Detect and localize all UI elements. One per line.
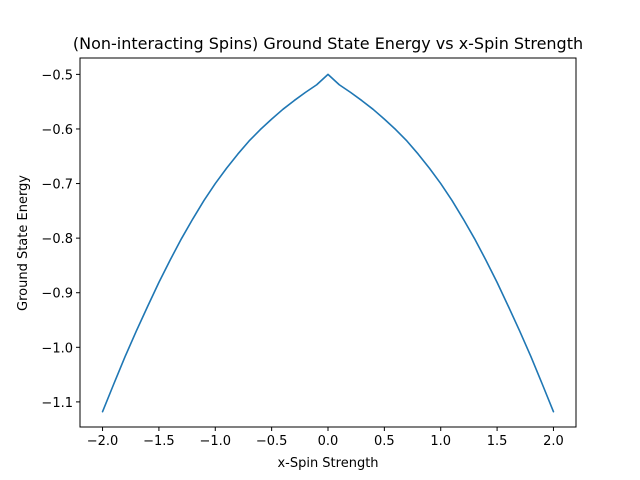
y-tick-label: −1.0 xyxy=(41,341,73,356)
y-tick-label: −0.5 xyxy=(41,68,73,83)
x-tick-label: 0.0 xyxy=(318,434,339,449)
x-tick-label: −1.5 xyxy=(143,434,175,449)
series-line-0 xyxy=(101,73,555,413)
y-axis-ticks: −0.5 −0.6 −0.7 −0.8 −0.9 −1.0 −1.1 xyxy=(41,68,80,411)
x-tick-label: 1.5 xyxy=(487,434,508,449)
x-tick-label: 2.0 xyxy=(543,434,564,449)
y-tick-label: −1.1 xyxy=(41,396,73,411)
x-axis-ticks: −2.0 −1.5 −1.0 −0.5 0.0 0.5 1.0 1.5 2.0 xyxy=(87,427,564,449)
x-axis-label: x-Spin Strength xyxy=(277,456,378,471)
y-tick-label: −0.9 xyxy=(41,287,73,302)
y-tick-label: −0.7 xyxy=(41,178,73,193)
plot-frame xyxy=(79,57,577,428)
y-axis-label: Ground State Energy xyxy=(16,175,31,311)
y-tick-label: −0.8 xyxy=(41,232,73,247)
y-tick-label: −0.6 xyxy=(41,123,73,138)
plot-area xyxy=(79,57,577,428)
x-tick-label: −0.5 xyxy=(256,434,288,449)
x-tick-label: 1.0 xyxy=(430,434,451,449)
x-tick-label: 0.5 xyxy=(374,434,395,449)
x-tick-label: −1.0 xyxy=(199,434,231,449)
x-tick-label: −2.0 xyxy=(87,434,119,449)
series-layer xyxy=(101,73,555,413)
chart-title: (Non-interacting Spins) Ground State Ene… xyxy=(73,34,583,53)
